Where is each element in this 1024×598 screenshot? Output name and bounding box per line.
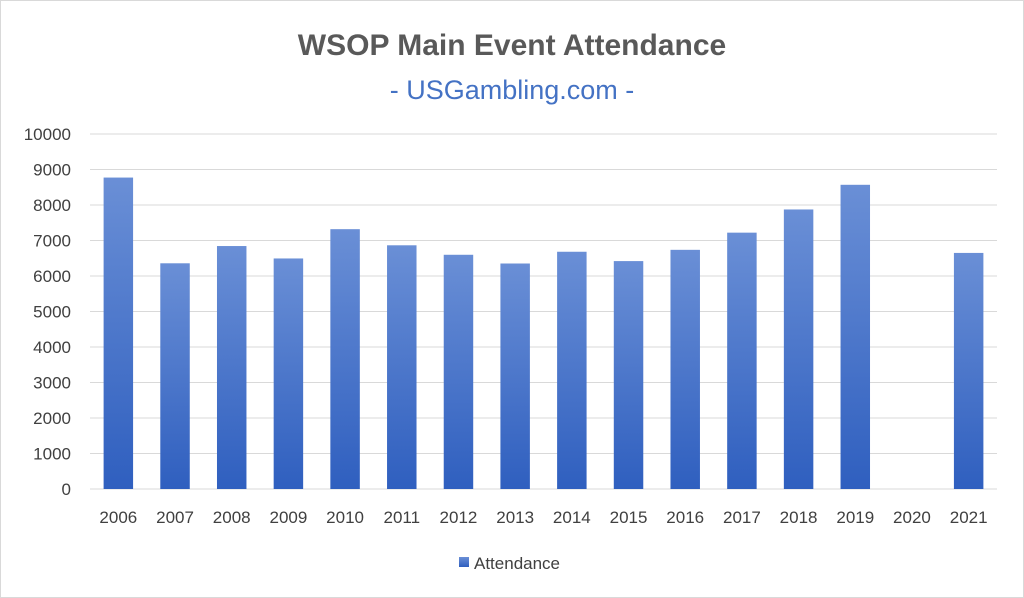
y-axis-ticks: 0 1000 2000 3000 4000 5000 6000 7000 8000 9000 100…: [24, 125, 71, 499]
x-tick-label: 2011: [384, 508, 421, 527]
bar-2017: [727, 232, 757, 490]
legend-swatch: [459, 557, 469, 567]
y-tick-label: 7000: [33, 232, 71, 251]
x-tick-label: 2014: [553, 508, 591, 527]
x-tick-label: 2020: [893, 508, 931, 527]
bar-2007: [160, 263, 190, 489]
legend: Attendance: [459, 554, 560, 573]
x-tick-label: 2018: [780, 508, 818, 527]
x-tick-label: 2006: [99, 508, 137, 527]
x-tick-label: 2009: [269, 508, 307, 527]
x-tick-label: 2007: [156, 508, 194, 527]
bar-2016: [670, 249, 700, 489]
x-axis-ticks: 2006 2007 2008 2009 2010 2011 2012 2013 2014 2015…: [99, 508, 987, 527]
legend-label: Attendance: [474, 554, 560, 573]
y-tick-label: 4000: [33, 338, 71, 357]
bar-2012: [443, 254, 474, 489]
bar-2014: [557, 251, 587, 489]
x-tick-label: 2013: [496, 508, 534, 527]
x-tick-label: 2016: [666, 508, 704, 527]
y-tick-label: 9000: [33, 161, 71, 180]
x-tick-label: 2015: [610, 508, 648, 527]
bar-2021: [953, 252, 984, 489]
y-tick-label: 10000: [24, 125, 71, 144]
bar-2019: [840, 184, 871, 489]
chart-subtitle: - USGambling.com -: [390, 75, 635, 105]
x-tick-label: 2008: [213, 508, 251, 527]
x-tick-label: 2010: [326, 508, 364, 527]
bar-2011: [387, 245, 417, 489]
x-tick-label: 2019: [836, 508, 874, 527]
bars: [103, 177, 984, 490]
y-tick-label: 1000: [33, 445, 71, 464]
x-tick-label: 2012: [440, 508, 478, 527]
bar-2006: [103, 177, 134, 489]
bar-2010: [330, 229, 360, 489]
x-tick-label: 2021: [950, 508, 988, 527]
y-tick-label: 3000: [33, 374, 71, 393]
y-tick-label: 0: [62, 480, 71, 499]
y-tick-label: 6000: [33, 267, 71, 286]
bar-2013: [500, 263, 530, 489]
y-tick-label: 2000: [33, 409, 71, 428]
bar-2015: [613, 261, 644, 489]
x-tick-label: 2017: [723, 508, 761, 527]
y-tick-label: 8000: [33, 196, 71, 215]
bar-2018: [783, 209, 814, 489]
chart-title: WSOP Main Event Attendance: [298, 29, 726, 62]
y-tick-label: 5000: [33, 303, 71, 322]
bar-2008: [216, 246, 247, 489]
bar-2009: [273, 258, 304, 489]
